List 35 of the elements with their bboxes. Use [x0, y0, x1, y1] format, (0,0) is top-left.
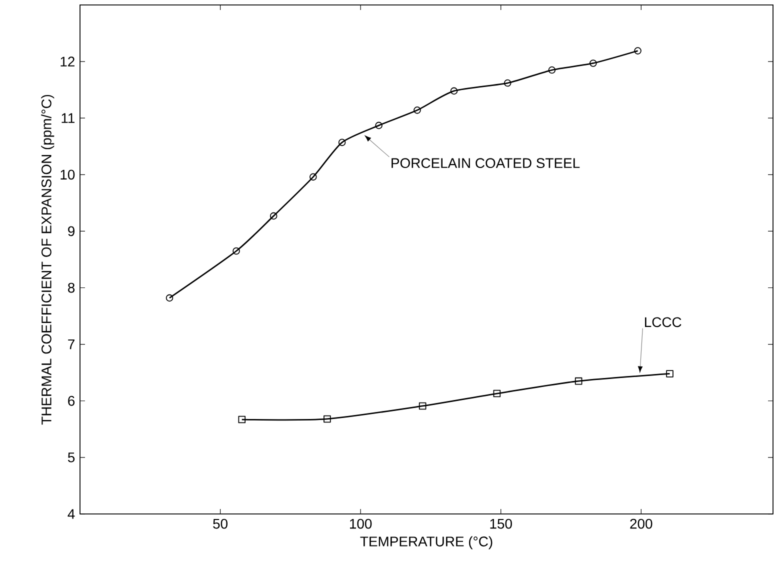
x-tick-label: 200 — [630, 518, 652, 529]
x-tick-label: 100 — [350, 518, 372, 529]
point — [238, 416, 246, 424]
y-tick-label: 10 — [60, 170, 75, 180]
point — [338, 138, 346, 146]
point — [375, 122, 382, 130]
point — [270, 212, 278, 220]
y-tick-label: 5 — [68, 452, 75, 462]
y-tick-label: 6 — [68, 396, 75, 406]
point — [310, 173, 317, 181]
x-tick-label: 50 — [213, 518, 228, 529]
y-tick-label: 12 — [60, 56, 74, 66]
point — [574, 377, 582, 385]
y-tick-label: 9 — [68, 226, 74, 236]
point — [324, 415, 331, 423]
text: PORCELAIN COATED STEEL — [392, 158, 580, 168]
y-axis-title: THERMAL COEFFICIENT OF EXPANSION (ppm/°C) — [41, 94, 54, 425]
x-tick-label: 150 — [490, 518, 512, 529]
text: LCCC — [645, 317, 682, 328]
x-axis-title: TEMPERATURE (°C) — [360, 536, 492, 550]
point — [450, 87, 458, 95]
point — [504, 79, 512, 87]
point — [548, 66, 556, 74]
point — [590, 60, 597, 67]
y-tick-label: 7 — [68, 340, 74, 350]
point — [166, 294, 174, 302]
point — [493, 390, 501, 398]
point — [666, 370, 674, 378]
y-tick-label: 8 — [68, 282, 75, 293]
y-tick-label: 11 — [62, 113, 74, 123]
y-tick-label: 4 — [68, 509, 75, 519]
point — [232, 247, 240, 255]
point — [418, 402, 426, 410]
point — [414, 106, 421, 114]
point — [634, 47, 642, 54]
